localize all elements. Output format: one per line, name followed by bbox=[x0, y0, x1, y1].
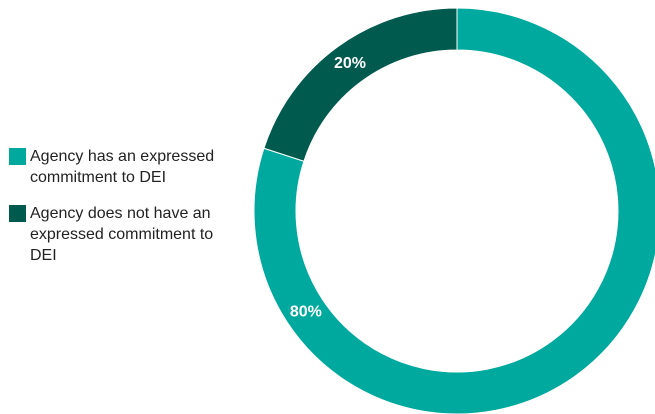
donut-slices bbox=[253, 7, 655, 414]
legend-item-has-commitment: Agency has an expressed commitment to DE… bbox=[9, 146, 259, 188]
legend-label-no-commitment: Agency does not have an expressed commit… bbox=[30, 205, 214, 264]
legend-item-no-commitment: Agency does not have an expressed commit… bbox=[9, 203, 259, 266]
legend-swatch-has-commitment bbox=[9, 148, 26, 165]
donut-slice-labels: 80% 20% bbox=[290, 55, 366, 321]
legend-label-has-commitment: Agency has an expressed commitment to DE… bbox=[30, 148, 215, 186]
donut-slice-label-1: 80% bbox=[290, 304, 322, 321]
donut-slice-label-2: 20% bbox=[334, 55, 366, 72]
chart-legend: Agency has an expressed commitment to DE… bbox=[9, 146, 259, 281]
donut-slice-2 bbox=[263, 7, 458, 162]
donut-slice-1 bbox=[253, 7, 655, 414]
legend-swatch-no-commitment bbox=[9, 205, 26, 222]
